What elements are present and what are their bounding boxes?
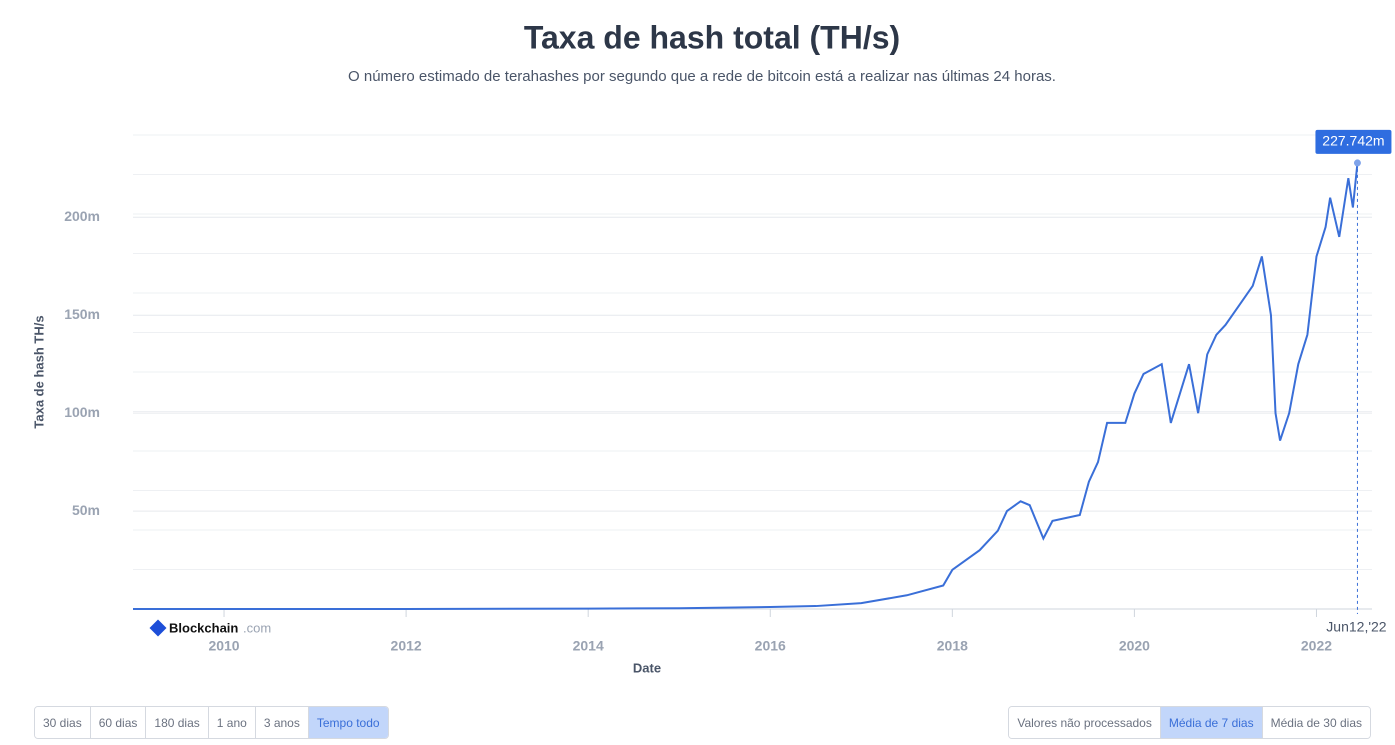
toggle-button[interactable]: 1 ano [207, 707, 255, 738]
toggle-button[interactable]: Média de 30 dias [1261, 707, 1370, 738]
range-group: 30 dias 60 dias 180 dias 1 ano 3 anos Tempo t… [34, 706, 389, 739]
value-label: 227.742m [1322, 133, 1384, 149]
toggle-button[interactable]: Tempo todo [307, 707, 388, 738]
y-tick-label: 200m [64, 208, 100, 224]
value-badge [1315, 129, 1392, 154]
date-badge [1323, 617, 1390, 639]
toggle-button[interactable]: Média de 7 dias [1159, 707, 1262, 738]
toggle-button[interactable]: Valores não processados [1009, 707, 1160, 738]
last-point [1353, 159, 1361, 167]
y-tick-label: 100m [64, 404, 100, 420]
x-tick-label: 2016 [755, 638, 786, 654]
toggle-button[interactable]: 60 dias [89, 707, 146, 738]
chart-title: Taxa de hash total (TH/s) [524, 19, 900, 55]
x-tick-label: 2022 [1301, 638, 1332, 654]
toggle-button[interactable]: 3 anos [254, 707, 308, 738]
chart: Taxa de hash total (TH/s) O número estim… [31, 19, 1392, 675]
x-axis-label: Date [633, 660, 661, 675]
y-tick-label: 150m [64, 306, 100, 322]
y-axis-label: Taxa de hash TH/s [31, 315, 46, 428]
logo-suffix: .com [243, 620, 271, 635]
average-group: Valores não processados Média de 7 dias Mé… [1008, 706, 1371, 739]
y-tick-label: 50m [72, 502, 100, 518]
date-label: Jun12,'22 [1326, 619, 1386, 635]
toggle-button[interactable]: 180 dias [145, 707, 208, 738]
toggle-button[interactable]: 30 dias [35, 707, 90, 738]
x-tick-label: 2012 [391, 638, 422, 654]
x-tick-label: 2020 [1119, 638, 1150, 654]
x-tick-label: 2014 [573, 638, 604, 654]
x-tick-label: 2010 [208, 638, 239, 654]
logo-icon [149, 619, 167, 637]
logo-name: Blockchain [169, 620, 238, 635]
line [133, 162, 1359, 610]
x-tick-label: 2018 [937, 638, 968, 654]
chart-subtitle: O número estimado de terahashes por segu… [348, 68, 1056, 85]
